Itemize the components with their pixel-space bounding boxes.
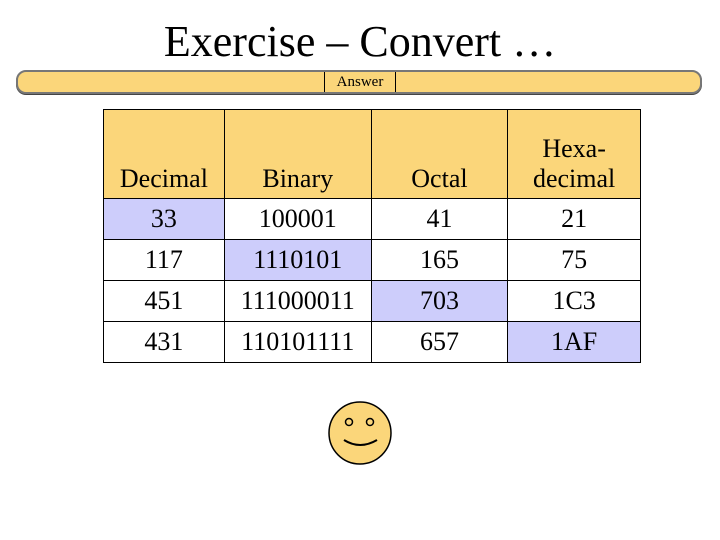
answer-button[interactable]: Answer [324,72,396,92]
table-row: 451 111000011 703 1C3 [103,280,641,322]
table-row: 431 110101111 657 1AF [103,321,641,363]
header-binary: Binary [223,109,372,199]
table-cell: 110101111 [223,321,372,363]
table-cell: 165 [370,239,509,281]
table-cell: 1C3 [507,280,641,322]
table-cell: 1110101 [223,239,372,281]
header-decimal: Decimal [103,109,225,199]
table-row: 33 100001 41 21 [103,198,641,240]
header-octal: Octal [370,109,509,199]
table-cell: 431 [103,321,225,363]
table-header-row: Decimal Binary Octal Hexa- decimal [103,109,641,199]
table-cell: 75 [507,239,641,281]
table-cell: 111000011 [223,280,372,322]
table-cell: 21 [507,198,641,240]
table-cell: 703 [370,280,509,322]
table-cell: 33 [103,198,225,240]
table-row: 117 1110101 165 75 [103,239,641,281]
table-cell: 451 [103,280,225,322]
header-hexadecimal: Hexa- decimal [507,109,641,199]
table-cell: 41 [370,198,509,240]
conversion-table: Decimal Binary Octal Hexa- decimal 33 10… [103,109,641,363]
table-cell: 100001 [223,198,372,240]
table-cell: 1AF [507,321,641,363]
answer-bar[interactable] [16,70,702,94]
slide-title: Exercise – Convert … [163,17,557,66]
table-cell: 117 [103,239,225,281]
smiley-face-icon [328,401,392,465]
table-cell: 657 [370,321,509,363]
